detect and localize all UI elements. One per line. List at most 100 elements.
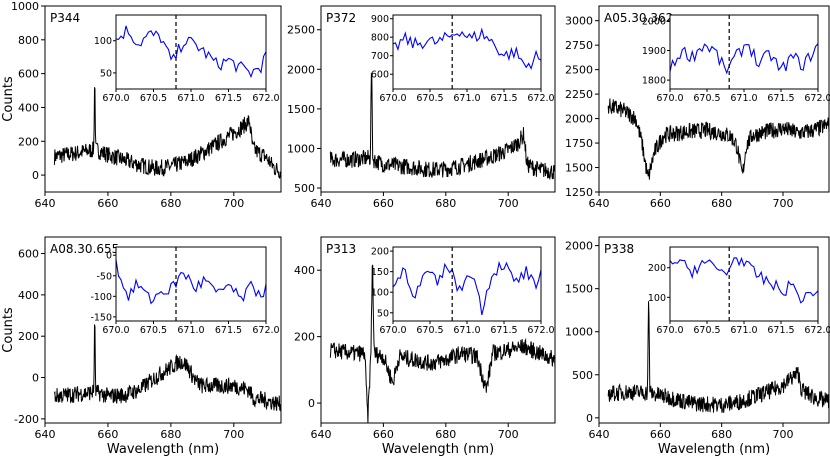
axes-frame: [44, 236, 282, 424]
inset-x-tick-label: 670.5: [416, 325, 443, 336]
spectrum-line: [53, 87, 281, 179]
y-tick-label: 200: [18, 135, 39, 148]
inset-x-tick-label: 671.0: [453, 93, 480, 104]
y-tick-label: 1500: [287, 103, 315, 116]
x-tick-label: 640: [589, 428, 610, 441]
inset-y-tick-label: 50: [377, 308, 389, 319]
y-tick-label: 200: [18, 330, 39, 343]
inset-y-tick-label: 100: [94, 36, 112, 47]
inset-x-tick-label: 671.5: [215, 93, 242, 104]
inset-x-tick-label: 672.0: [527, 325, 554, 336]
inset-x-tick-label: 671.5: [767, 93, 794, 104]
y-tick-label: 600: [18, 68, 39, 81]
inset-background: [670, 247, 818, 321]
panel-label: P338: [604, 242, 634, 256]
panel-a05-30-362: 640 660 680 700 1250 1500 1750 2000 2250 2500 2750…: [565, 5, 830, 210]
inset-y-tick-label: 700: [371, 51, 389, 62]
inset-plot: 670.0 670.5 671.0 671.5 672.0 -150 -100 -50 0: [90, 246, 280, 336]
inset-y-tick-label: 200: [371, 247, 389, 258]
panel-p372: 640 660 680 700 500 1000 1500 2000 2500 P372 670.0…: [287, 5, 556, 210]
axes-frame: [320, 236, 556, 424]
y-tick-label: 1000: [287, 142, 315, 155]
inset-x-tick-label: 670.0: [379, 93, 406, 104]
panel-label: P372: [326, 11, 356, 25]
inset-y-tick-label: 1800: [642, 76, 666, 87]
inset-line: [670, 43, 818, 75]
y-tick-label: 2000: [565, 113, 593, 126]
inset-plot: 670.0 670.5 671.0 671.5 672.0 1800 1900 2000: [642, 14, 830, 104]
inset-y-tick-label: 50: [100, 68, 112, 79]
inset-plot: 670.0 670.5 671.0 671.5 672.0 50 100 150 200: [371, 246, 555, 336]
y-tick-label: 1750: [565, 137, 593, 150]
y-tick-label: 500: [294, 182, 315, 195]
inset-x-tick-label: 670.5: [416, 93, 443, 104]
inset-x-tick-label: 670.0: [656, 93, 683, 104]
inset-x-tick-label: 670.0: [102, 93, 129, 104]
y-tick-label: 0: [32, 169, 39, 182]
inset-x-tick-label: 670.0: [379, 325, 406, 336]
y-tick-label: 200: [294, 331, 315, 344]
y-tick-label: 600: [18, 248, 39, 261]
inset-y-tick-label: -50: [96, 271, 112, 282]
y-tick-label: 3000: [565, 15, 593, 28]
inset-plot: 670.0 670.5 671.0 671.5 672.0 100 200: [648, 246, 830, 336]
x-tick-label: 680: [711, 428, 732, 441]
inset-y-tick-label: 150: [371, 267, 389, 278]
y-tick-label: 1250: [565, 186, 593, 199]
inset-y-tick-label: -150: [90, 312, 112, 323]
x-tick-label: 640: [311, 197, 332, 210]
panel-label: P344: [50, 11, 80, 25]
x-tick-label: 660: [650, 197, 671, 210]
x-tick-label: 680: [711, 197, 732, 210]
inset-y-tick-label: 900: [371, 14, 389, 25]
y-tick-label: 0: [32, 372, 39, 385]
inset-x-tick-label: 671.0: [177, 93, 204, 104]
x-tick-label: 680: [160, 197, 181, 210]
x-axis-label: Wavelength (nm): [382, 442, 494, 457]
x-axis-label: Wavelength (nm): [107, 442, 219, 457]
axes-frame: [320, 5, 556, 193]
inset-y-tick-label: 2000: [642, 16, 666, 27]
panel-p344: 640 660 680 700 0 200 400 600 800 1000 P344 Counts 6…: [1, 0, 282, 210]
panel-a08-30-655: 640 660 680 700 -200 0 200 400 600 A08.30.655 Coun…: [1, 236, 282, 441]
y-tick-label: 1000: [11, 0, 39, 13]
x-tick-label: 700: [223, 197, 244, 210]
inset-x-tick-label: 671.5: [490, 325, 517, 336]
x-tick-label: 640: [589, 197, 610, 210]
y-tick-label: 2250: [565, 88, 593, 101]
inset-x-tick-label: 672.0: [527, 93, 554, 104]
axes-frame: [44, 5, 282, 193]
x-axis-label: Wavelength (nm): [658, 442, 770, 457]
inset-background: [116, 15, 266, 89]
y-tick-label: 1000: [565, 326, 593, 339]
axes-frame: [598, 5, 830, 193]
x-tick-label: 680: [435, 428, 456, 441]
inset-y-tick-label: 800: [371, 33, 389, 44]
inset-y-tick-label: 1900: [642, 46, 666, 57]
inset-x-tick-label: 672.0: [252, 325, 279, 336]
inset-y-tick-label: 0: [106, 251, 112, 262]
x-tick-label: 660: [373, 197, 394, 210]
inset-x-tick-label: 670.5: [693, 325, 720, 336]
spectrum-line: [607, 98, 829, 180]
inset-background: [393, 15, 541, 89]
x-tick-label: 660: [97, 197, 118, 210]
inset-x-tick-label: 671.0: [730, 93, 757, 104]
y-tick-label: 0: [308, 397, 315, 410]
y-tick-label: 2000: [287, 63, 315, 76]
x-tick-label: 660: [97, 428, 118, 441]
axes-frame: [598, 236, 830, 424]
inset-y-tick-label: 100: [371, 288, 389, 299]
inset-x-tick-label: 672.0: [252, 93, 279, 104]
inset-line: [393, 27, 541, 70]
inset-x-tick-label: 672.0: [804, 93, 830, 104]
panel-label: A08.30.655: [50, 242, 119, 256]
y-tick-label: -200: [14, 413, 39, 426]
y-tick-label: 400: [294, 264, 315, 277]
y-axis-label: Counts: [1, 76, 16, 122]
y-tick-label: 800: [18, 34, 39, 47]
inset-x-tick-label: 670.5: [140, 93, 167, 104]
y-tick-label: 0: [586, 412, 593, 425]
